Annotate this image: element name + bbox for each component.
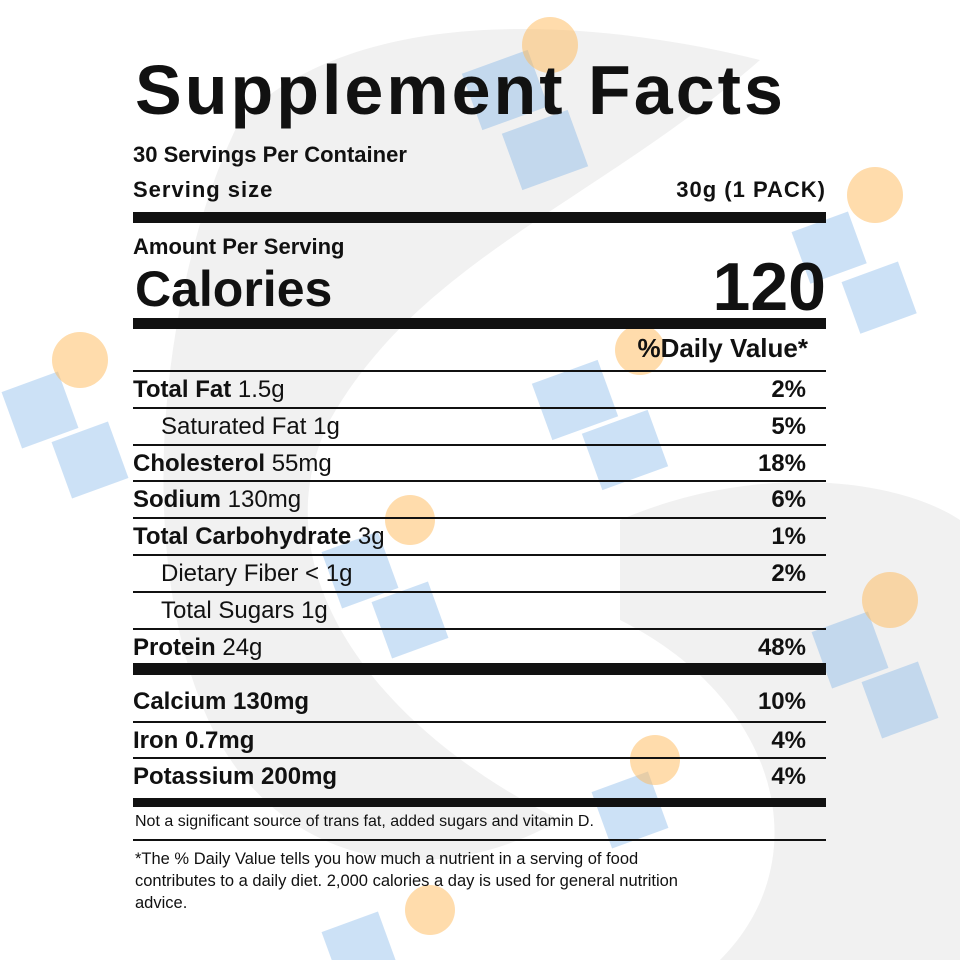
nutrient-amount: 1.5g [237, 376, 285, 403]
nutrient-row: Potassium 200mg 4% [133, 757, 826, 794]
daily-value: 2% [771, 376, 806, 403]
rule [133, 798, 826, 807]
nutrient-name: Cholesterol [133, 449, 266, 477]
nutrient-amount: 3g [357, 523, 385, 551]
nutrient-name: Potassium [133, 763, 255, 791]
nutrient-row: Protein 24g 48% [133, 627, 826, 665]
nutrient-row: Saturated Fat 1g 5% [133, 406, 826, 442]
nutrient-amount: 24g [222, 633, 263, 661]
nutrient-name: Protein [133, 633, 216, 661]
nutrient-amount: 1g [301, 596, 328, 624]
daily-value: 5% [771, 412, 806, 440]
daily-value: 4% [771, 726, 806, 754]
nutrient-amount: 200mg [261, 763, 338, 791]
rule [133, 839, 826, 841]
dv-header: %Daily Value* [637, 333, 808, 363]
calories-label: Calories [135, 261, 333, 317]
nutrient-name: Total Sugars [161, 596, 295, 624]
nutrient-row: Iron 0.7mg 4% [133, 720, 826, 758]
nutrient-row: Cholesterol 55mg 18% [133, 443, 826, 481]
servings: 30 Servings Per Container [133, 142, 407, 167]
nutrient-amount: 55mg [271, 449, 332, 477]
nutrient-amount: 130mg [233, 688, 310, 715]
nutrient-row: Sodium 130mg 6% [133, 480, 826, 517]
nutrient-name: Iron [133, 726, 179, 754]
daily-value: 4% [771, 763, 806, 791]
nutrient-name: Sodium [133, 486, 221, 514]
rule [133, 212, 826, 223]
daily-value: 6% [771, 486, 806, 514]
rule [133, 318, 826, 329]
nutrient-amount: 130mg [227, 486, 302, 514]
nutrient-row: Calcium 130mg 10% [133, 684, 826, 719]
rule [133, 663, 826, 675]
nutrient-name: Total Carbohydrate [133, 523, 352, 551]
serving-size-label: Serving size [133, 177, 274, 202]
nutrient-row: Total Carbohydrate 3g 1% [133, 517, 826, 554]
daily-value: 2% [771, 560, 806, 587]
nutrient-amount: 1g [313, 412, 340, 440]
daily-value: 18% [757, 449, 806, 477]
daily-value: 48% [757, 633, 806, 661]
footnote: Not a significant source of trans fat, a… [135, 813, 594, 830]
nutrient-name: Total Fat [133, 376, 232, 403]
nutrient-amount: 0.7mg [185, 726, 255, 754]
nutrient-row: Total Sugars 1g [133, 590, 826, 626]
daily-value: 1% [771, 523, 806, 551]
nutrient-name: Saturated Fat [161, 412, 307, 440]
title: Supplement Facts [135, 51, 786, 129]
nutrient-name: Calcium [133, 688, 227, 715]
daily-value: 10% [757, 688, 806, 715]
nutrient-row: Dietary Fiber < 1g 2% [133, 554, 826, 589]
nutrient-row: Total Fat 1.5g 2% [133, 370, 826, 407]
serving-size: 30g (1 PACK) [676, 177, 826, 202]
nutrient-amount: < 1g [305, 560, 353, 587]
amount-label: Amount Per Serving [133, 234, 345, 259]
nutrient-name: Dietary Fiber [161, 560, 299, 587]
calories-value: 120 [712, 249, 826, 325]
footnote: *The % Daily Value tells you how much a … [135, 850, 678, 912]
